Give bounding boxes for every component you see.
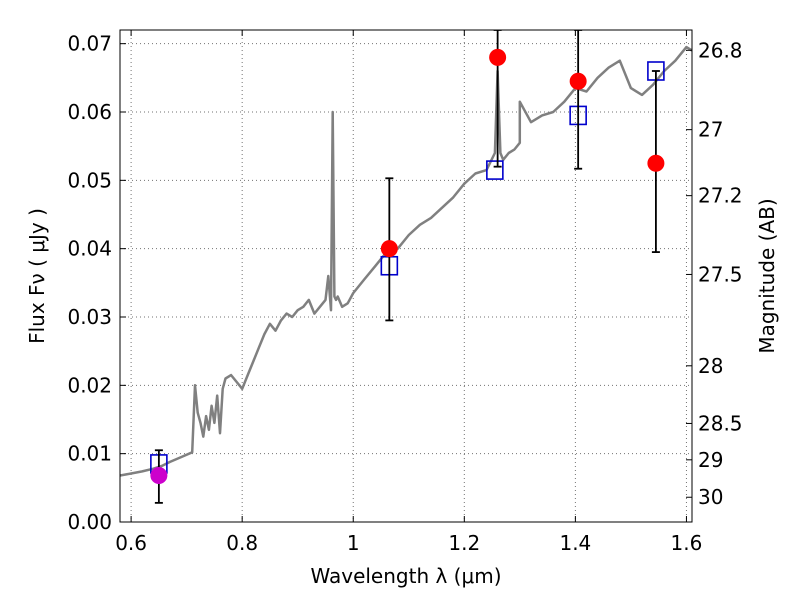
right-tick-label: 26.8 xyxy=(698,38,743,62)
y-tick-label: 0.05 xyxy=(67,168,112,192)
right-tick-label: 28 xyxy=(698,354,723,378)
x-tick-label: 1.2 xyxy=(448,531,480,555)
plot-area xyxy=(120,30,692,504)
data-point xyxy=(489,48,507,66)
series-model-photometry xyxy=(150,61,665,474)
grid-lines xyxy=(120,30,692,523)
right-tick-label: 28.5 xyxy=(698,411,743,435)
data-point xyxy=(569,72,587,90)
data-point xyxy=(150,467,168,485)
y-tick-label: 0.03 xyxy=(67,305,112,329)
series-optical-detection xyxy=(150,449,168,504)
x-tick-label: 1 xyxy=(347,531,360,555)
y-tick-label: 0.00 xyxy=(67,510,112,534)
right-tick-label: 27.5 xyxy=(698,262,743,286)
x-tick-label: 1.6 xyxy=(671,531,703,555)
x-axis-title: Wavelength λ (μm) xyxy=(310,564,501,588)
x-tick-label: 1.4 xyxy=(559,531,591,555)
right-tick-label: 27.2 xyxy=(698,184,743,208)
series-observed-photometry xyxy=(380,30,665,322)
y-axis-title: Flux Fν ( μJy ) xyxy=(25,208,49,344)
y-tick-label: 0.02 xyxy=(67,373,112,397)
right-axis-title: Magnitude (AB) xyxy=(755,198,779,353)
y-tick-label: 0.06 xyxy=(67,100,112,124)
axis-ticks: 0.6 0.8 1 1.2 1.4 1.6 0.00 0.01 0.02 0.03 0.04 0.05… xyxy=(67,30,743,555)
axes-frame xyxy=(119,29,693,523)
right-tick-label: 30 xyxy=(698,485,723,509)
x-tick-label: 0.8 xyxy=(226,531,258,555)
right-tick-label: 29 xyxy=(698,448,723,472)
data-point xyxy=(380,240,398,258)
model-square-marker xyxy=(486,160,504,180)
data-point xyxy=(647,154,665,172)
x-tick-label: 0.6 xyxy=(115,531,147,555)
y-tick-label: 0.07 xyxy=(67,32,112,56)
spectrum-line xyxy=(120,45,692,477)
series-model-spectrum xyxy=(120,45,692,477)
y-tick-label: 0.01 xyxy=(67,442,112,466)
y-tick-label: 0.04 xyxy=(67,237,112,261)
right-tick-label: 27 xyxy=(698,118,723,142)
